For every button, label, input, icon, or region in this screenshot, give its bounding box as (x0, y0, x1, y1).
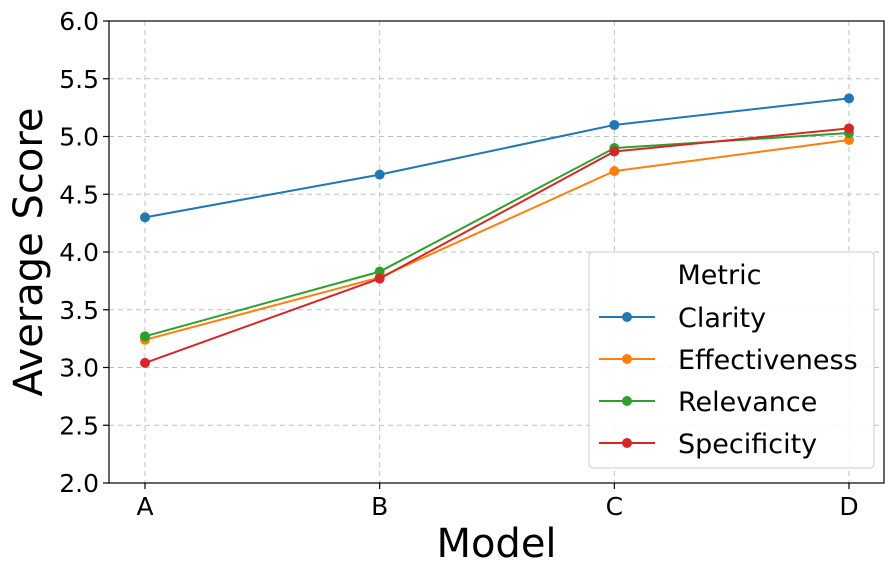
legend-label: Clarity (678, 303, 766, 334)
legend-box (588, 251, 875, 469)
data-point (140, 212, 150, 223)
legend-marker-swatch (622, 396, 632, 406)
data-point (844, 134, 854, 145)
legend: Metric Clarity Effectiveness Relevance Spec… (588, 251, 875, 469)
data-point (609, 166, 620, 177)
legend-label: Effectiveness (678, 345, 858, 376)
legend-item: Relevance (599, 387, 817, 418)
series-line (144, 127, 850, 364)
data-point (374, 273, 385, 284)
x-tick-label: D (839, 492, 858, 521)
legend-items: Clarity Effectiveness Relevance Specificity (599, 303, 858, 460)
legend-title: Metric (678, 260, 762, 291)
legend-marker-swatch (622, 354, 632, 364)
legend-item: Clarity (599, 303, 766, 334)
legend-item: Specificity (599, 429, 817, 460)
x-tick-label: C (606, 492, 623, 521)
data-point (140, 357, 150, 368)
x-axis-label: Model (436, 521, 556, 567)
y-tick-label: 4.5 (59, 180, 99, 209)
legend-item: Effectiveness (599, 345, 858, 376)
data-point (609, 146, 620, 157)
series-specificity (140, 123, 854, 368)
y-tick-label: 3.5 (59, 296, 99, 325)
data-point (609, 119, 620, 130)
y-tick-label: 4.0 (59, 238, 99, 267)
x-tick-label: A (136, 492, 153, 521)
legend-label: Specificity (678, 429, 817, 460)
data-point (140, 331, 150, 342)
y-tick-label: 5.5 (59, 65, 99, 94)
series-clarity (140, 93, 854, 223)
legend-marker-swatch (622, 312, 632, 322)
legend-marker-swatch (622, 438, 632, 448)
x-tick-label: B (371, 492, 388, 521)
legend-label: Relevance (678, 387, 817, 418)
y-tick-label: 5.0 (59, 123, 99, 152)
series-line (144, 97, 850, 219)
y-tick-label: 2.5 (59, 411, 99, 440)
data-point (844, 123, 854, 134)
data-point (374, 266, 385, 277)
series-line (144, 138, 850, 341)
data-point (374, 169, 385, 180)
y-axis-label: Average Score (6, 107, 52, 396)
x-axis-ticks: A B C D (136, 483, 859, 521)
y-tick-label: 2.0 (59, 469, 99, 498)
series-group (140, 93, 854, 368)
y-tick-label: 3.0 (59, 354, 99, 383)
y-axis-ticks: 2.0 2.5 3.0 3.5 4.0 4.5 5.0 5.5 6.0 (59, 7, 109, 498)
data-point (844, 93, 854, 104)
y-tick-label: 6.0 (59, 7, 99, 36)
